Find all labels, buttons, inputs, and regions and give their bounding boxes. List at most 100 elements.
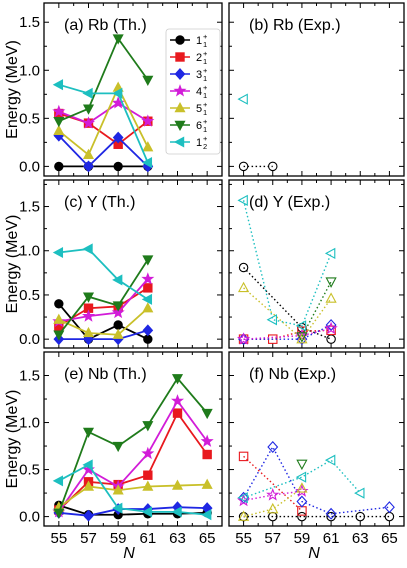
series-s4	[52, 96, 155, 129]
data-point	[238, 262, 249, 273]
legend-label: 1	[196, 35, 202, 47]
data-point	[296, 459, 308, 471]
y-tick-label: 0.5	[19, 462, 40, 479]
data-point	[237, 510, 250, 521]
data-point	[326, 511, 336, 522]
data-point	[202, 449, 212, 460]
data-point	[143, 283, 153, 293]
legend-item: 2 1+	[170, 49, 208, 66]
legend-superscript: +	[203, 100, 208, 109]
x-tick-label: 55	[235, 530, 252, 547]
data-point	[111, 305, 125, 319]
data-point	[113, 320, 123, 330]
legend-marker	[175, 52, 185, 62]
x-tick-label: 57	[264, 530, 281, 547]
data-point	[171, 479, 184, 490]
series-line	[58, 504, 208, 516]
data-point	[267, 440, 279, 454]
series-s3	[238, 318, 337, 346]
legend-superscript: +	[203, 134, 208, 143]
panel-frame	[228, 2, 405, 177]
series-line	[242, 445, 390, 515]
data-point	[82, 243, 93, 255]
series-s3	[238, 440, 395, 520]
legend-subscript: 1	[203, 74, 207, 83]
legend-subscript: 1	[203, 40, 207, 49]
legend: 1 1+2 1+3 1+4 1+5 1+6 1+1 2+	[165, 28, 221, 155]
series-s1	[54, 299, 153, 344]
data-point	[296, 333, 308, 346]
y-tick-label: 0.5	[19, 110, 40, 127]
data-point	[142, 324, 154, 337]
data-point	[82, 87, 93, 99]
x-tick-label: 61	[323, 530, 340, 547]
data-point	[82, 116, 95, 129]
legend-superscript: +	[203, 66, 208, 75]
legend-item: 3 1+	[170, 66, 208, 83]
legend-superscript: +	[203, 32, 208, 41]
y-tick-label: 1.5	[19, 368, 40, 385]
legend-label: 4	[196, 86, 202, 98]
series-s6	[296, 277, 337, 343]
data-point	[82, 459, 93, 471]
data-point	[141, 272, 155, 285]
data-point	[142, 302, 154, 313]
legend-label: 2	[196, 52, 202, 64]
data-point	[112, 328, 124, 339]
data-point	[200, 434, 214, 447]
data-point	[325, 292, 337, 303]
data-point	[82, 148, 95, 160]
panel-title: (c) Y (Th.)	[64, 194, 135, 211]
series-s7	[237, 194, 336, 332]
data-point	[171, 394, 184, 407]
series-s7	[237, 454, 365, 504]
series-line	[58, 259, 149, 336]
series-s5	[53, 81, 154, 160]
series-line	[58, 329, 149, 341]
series-line	[243, 490, 303, 502]
data-point	[143, 470, 153, 480]
panel-2: (b) Rb (Exp.)	[228, 2, 405, 177]
legend-marker	[174, 68, 186, 80]
data-point	[267, 502, 279, 514]
data-point	[266, 487, 280, 501]
data-point	[82, 292, 95, 303]
data-point	[201, 509, 212, 521]
panel-frame	[43, 351, 223, 527]
data-point	[52, 79, 64, 91]
series-line	[58, 135, 149, 168]
data-point	[295, 320, 307, 332]
data-point	[141, 114, 155, 127]
series-s4	[52, 272, 155, 327]
panel-6: 55 57 59 61 63 65 (f) Nb (Exp.)	[228, 351, 405, 547]
series-line	[58, 85, 149, 157]
data-point	[142, 75, 154, 86]
y-axis-label-row3: Energy (MeV)	[4, 390, 21, 489]
series-s6	[53, 255, 154, 341]
data-point	[52, 104, 66, 118]
x-tick-label: 59	[110, 530, 127, 547]
series-s4	[236, 321, 338, 345]
data-point	[237, 281, 250, 293]
series-line	[58, 399, 208, 513]
legend-label: 1	[196, 137, 202, 149]
data-point	[383, 501, 395, 514]
x-axis-label-right: N	[308, 545, 320, 562]
data-point	[82, 427, 95, 438]
series-s2	[238, 451, 307, 516]
series-line	[58, 112, 149, 146]
data-point	[266, 314, 278, 326]
data-point	[324, 247, 336, 260]
series-line	[57, 376, 208, 514]
data-point	[53, 117, 65, 128]
data-point	[141, 446, 155, 460]
legend-label: 6	[196, 120, 202, 132]
data-point	[53, 508, 65, 519]
data-point	[296, 482, 308, 493]
data-point	[325, 277, 337, 288]
data-point	[112, 441, 124, 453]
x-tick-label: 63	[352, 530, 369, 547]
legend-subscript: 1	[203, 108, 207, 117]
x-tick-label: 65	[199, 530, 216, 547]
